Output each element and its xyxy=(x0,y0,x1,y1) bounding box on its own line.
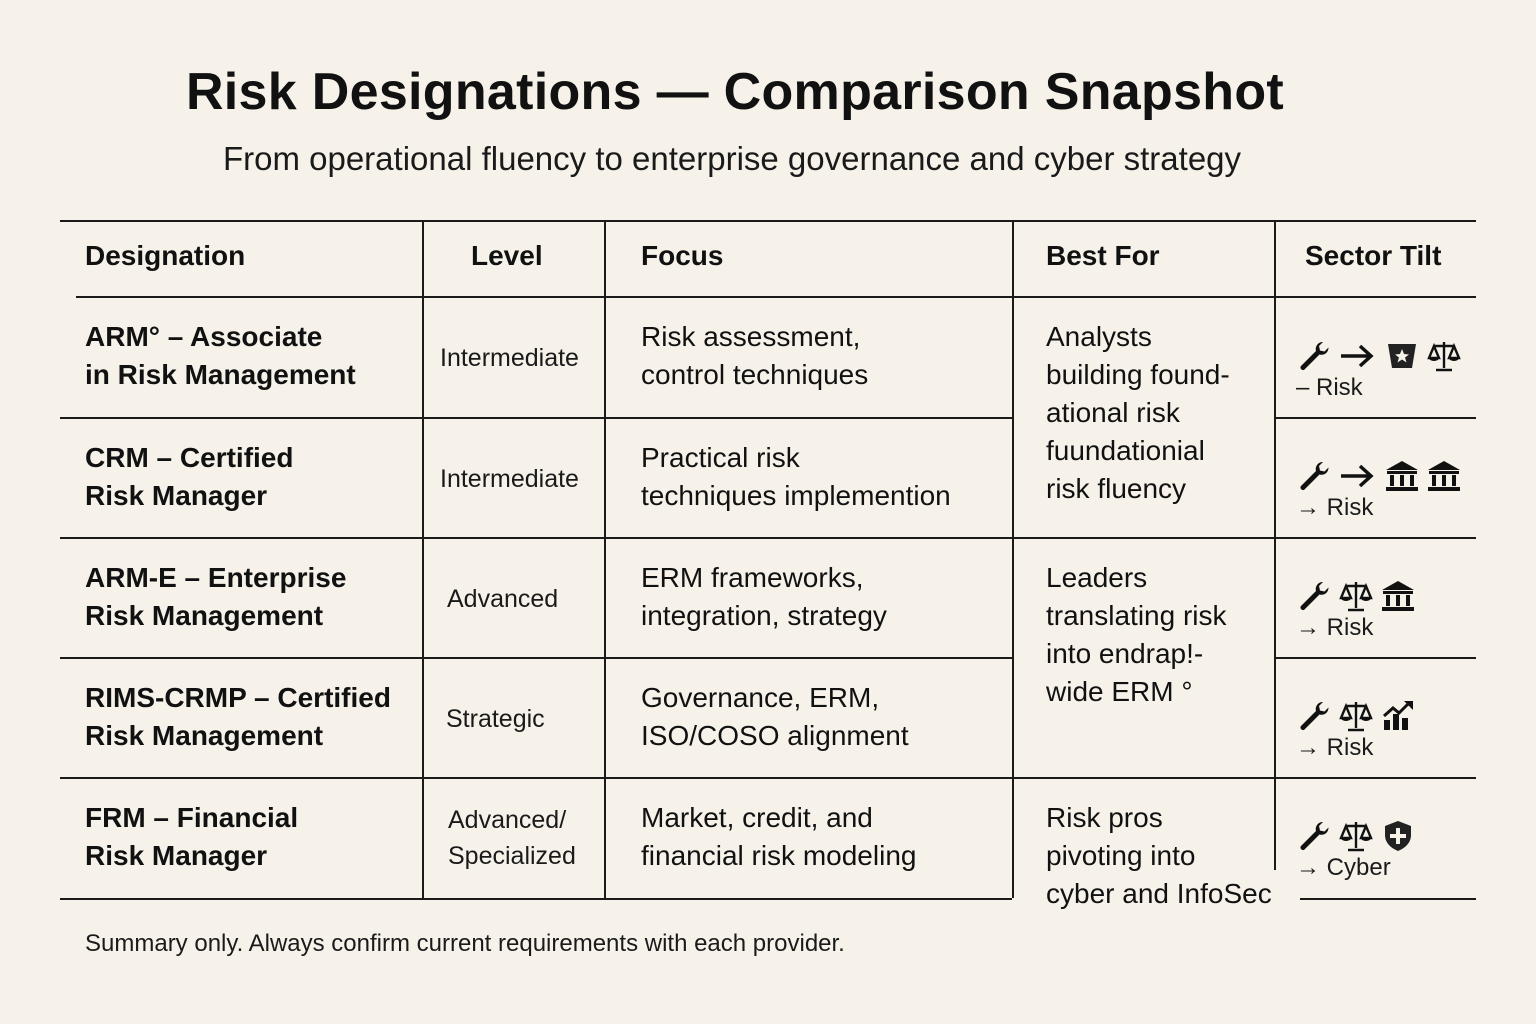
header-best-for: Best For xyxy=(1046,240,1160,271)
sector-tilt-cell: – Risk xyxy=(1296,336,1462,402)
sector-icons xyxy=(1296,336,1462,376)
header-sector-tilt: Sector Tilt xyxy=(1305,240,1442,271)
bank-icon xyxy=(1384,458,1420,494)
header-designation: Designation xyxy=(85,240,246,271)
page-title: Risk Designations — Comparison Snapshot xyxy=(185,63,1285,121)
scales-icon xyxy=(1338,578,1374,614)
focus-cell: Governance, ERM, ISO/COSO alignment xyxy=(641,682,909,751)
scales-icon xyxy=(1426,338,1462,374)
focus-cell: Practical risk techniques implemention xyxy=(641,442,951,511)
sector-tilt-cell: → Cyber xyxy=(1296,816,1416,882)
level-cell: Intermediate xyxy=(440,465,579,493)
scales-icon xyxy=(1338,698,1374,734)
sector-icons xyxy=(1296,576,1416,616)
footer-note: Summary only. Always confirm current req… xyxy=(85,930,845,957)
sector-label: → Risk xyxy=(1296,614,1374,641)
sector-label: – Risk xyxy=(1296,374,1363,401)
arrow-right-icon xyxy=(1338,341,1378,371)
sector-tilt-cell: → Risk xyxy=(1296,456,1462,522)
designation-cell: FRM – Financial Risk Manager xyxy=(85,802,299,871)
sector-label: → Risk xyxy=(1296,494,1374,521)
focus-cell: ERM frameworks, integration, strategy xyxy=(641,562,887,631)
level-cell: Advanced xyxy=(447,585,559,613)
designation-cell: RIMS-CRMP – Certified Risk Management xyxy=(85,682,391,751)
bank-icon xyxy=(1380,578,1416,614)
sector-icons xyxy=(1296,696,1416,736)
wrench-icon xyxy=(1296,698,1332,734)
sector-tilt-cell: → Risk xyxy=(1296,696,1416,762)
wrench-icon xyxy=(1296,578,1332,614)
sector-icons xyxy=(1296,456,1462,496)
wrench-icon xyxy=(1296,458,1332,494)
best-for-cell: Risk pros pivoting into cyber and InfoSec xyxy=(1046,802,1272,909)
focus-cell: Risk assessment, control techniques xyxy=(641,321,869,390)
sector-tilt-cell: → Risk xyxy=(1296,576,1416,642)
header-focus: Focus xyxy=(641,240,724,271)
focus-cell: Market, credit, and financial risk modeli… xyxy=(641,802,917,871)
wrench-icon xyxy=(1296,818,1332,854)
best-for-cell: Analysts building found- ational risk fuun… xyxy=(1046,321,1230,504)
bank-icon xyxy=(1426,458,1462,494)
page-subtitle: From operational fluency to enterprise g… xyxy=(222,140,1242,177)
level-cell: Strategic xyxy=(446,705,545,733)
header-level: Level xyxy=(471,240,543,271)
growth-chart-icon xyxy=(1380,698,1416,734)
sector-label: → Cyber xyxy=(1296,854,1391,881)
badge-icon xyxy=(1384,338,1420,374)
best-for-cell: Leaders translating risk into endrap!- wid… xyxy=(1046,562,1227,707)
designation-cell: ARM° – Associate in Risk Management xyxy=(85,321,356,390)
arrow-right-icon xyxy=(1338,461,1378,491)
sector-icons xyxy=(1296,816,1416,856)
sector-label: → Risk xyxy=(1296,734,1374,761)
level-cell: Intermediate xyxy=(440,344,579,372)
shield-plus-icon xyxy=(1380,818,1416,854)
designation-cell: CRM – Certified Risk Manager xyxy=(85,442,294,511)
designation-cell: ARM-E – Enterprise Risk Management xyxy=(85,562,347,631)
comparison-table: Designation Level Focus Best For Sector … xyxy=(60,220,1476,909)
wrench-icon xyxy=(1296,338,1332,374)
level-cell: Advanced/Specialized xyxy=(448,806,576,870)
scales-icon xyxy=(1338,818,1374,854)
